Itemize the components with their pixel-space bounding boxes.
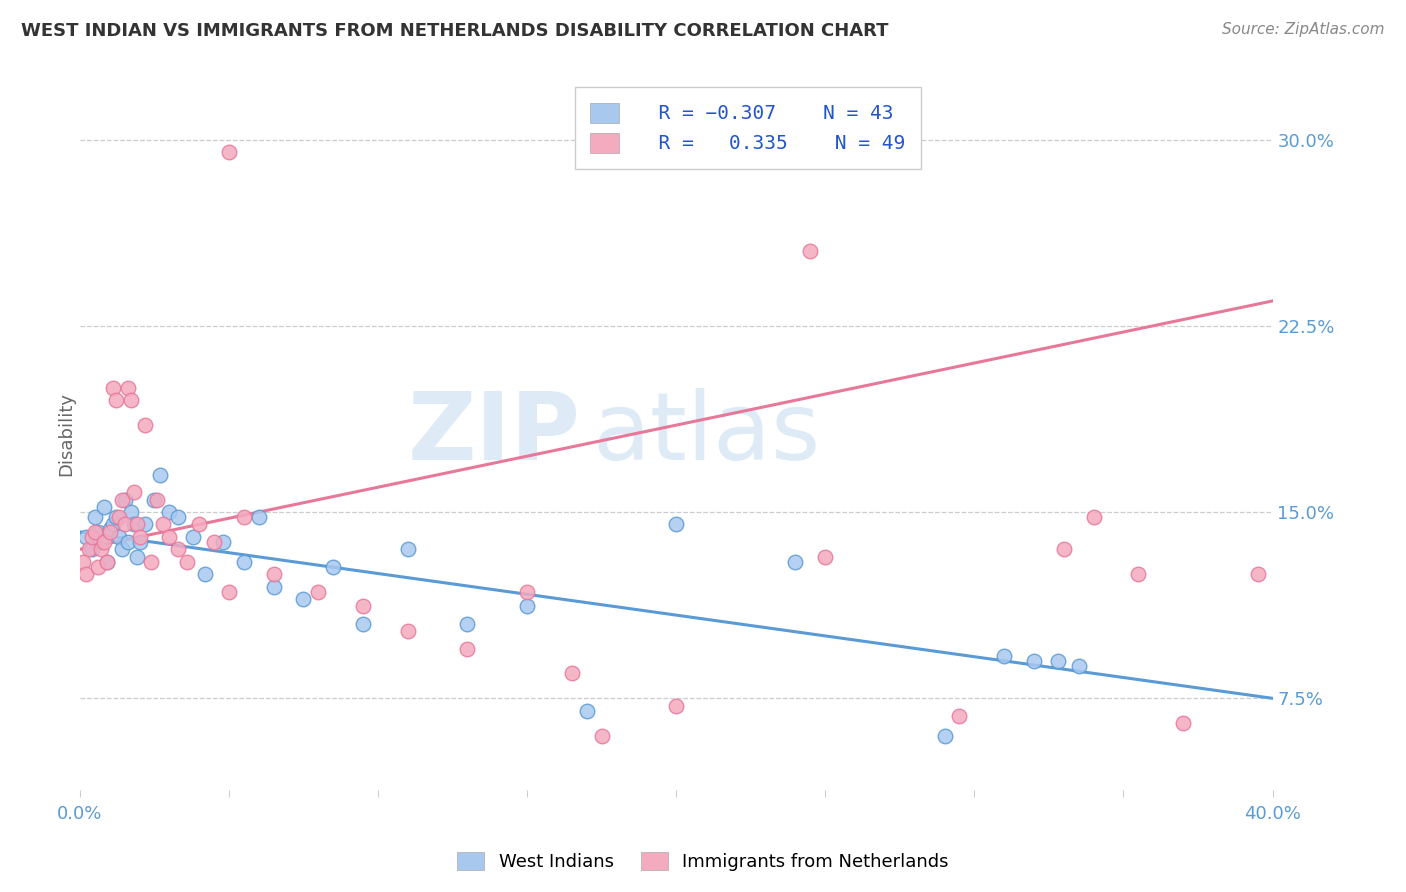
Point bbox=[1128, 567, 1150, 582]
Point bbox=[993, 649, 1015, 664]
Text: ZIP: ZIP bbox=[408, 388, 581, 480]
Point bbox=[149, 467, 172, 482]
Point bbox=[247, 510, 270, 524]
Point bbox=[117, 381, 139, 395]
Point bbox=[98, 523, 121, 537]
Point bbox=[134, 418, 156, 433]
Point bbox=[101, 381, 124, 395]
Point bbox=[117, 534, 139, 549]
Point bbox=[785, 555, 807, 569]
Point bbox=[110, 542, 132, 557]
Point bbox=[456, 641, 478, 656]
Point bbox=[152, 517, 174, 532]
Point bbox=[104, 510, 127, 524]
Point bbox=[98, 524, 121, 539]
Point bbox=[157, 530, 180, 544]
Point bbox=[516, 599, 538, 614]
Point bbox=[87, 524, 110, 539]
Point bbox=[665, 698, 688, 713]
Point bbox=[307, 584, 329, 599]
Point bbox=[934, 729, 956, 743]
Point bbox=[83, 524, 105, 539]
Point bbox=[218, 584, 240, 599]
Point bbox=[120, 393, 142, 408]
Point bbox=[212, 534, 235, 549]
Point bbox=[80, 542, 103, 557]
Point bbox=[122, 485, 145, 500]
Point bbox=[125, 517, 148, 532]
Point bbox=[1022, 654, 1045, 668]
Point bbox=[1171, 716, 1194, 731]
Point bbox=[591, 729, 613, 743]
Point bbox=[96, 555, 118, 569]
Point bbox=[665, 517, 688, 532]
Point bbox=[114, 492, 136, 507]
Point bbox=[107, 510, 129, 524]
Point bbox=[134, 517, 156, 532]
Point bbox=[122, 517, 145, 532]
Point bbox=[120, 505, 142, 519]
Point bbox=[93, 534, 115, 549]
Point bbox=[104, 393, 127, 408]
Point bbox=[948, 708, 970, 723]
Point bbox=[167, 510, 190, 524]
Point bbox=[90, 534, 112, 549]
Point bbox=[575, 704, 598, 718]
Point bbox=[352, 616, 374, 631]
Point bbox=[516, 584, 538, 599]
Point bbox=[1067, 659, 1090, 673]
Point bbox=[83, 510, 105, 524]
Point bbox=[181, 530, 204, 544]
Point bbox=[292, 591, 315, 606]
Legend: West Indians, Immigrants from Netherlands: West Indians, Immigrants from Netherland… bbox=[450, 845, 956, 879]
Point bbox=[143, 492, 166, 507]
Point bbox=[157, 505, 180, 519]
Point bbox=[96, 555, 118, 569]
Point bbox=[141, 555, 163, 569]
Point bbox=[146, 492, 169, 507]
Point bbox=[188, 517, 211, 532]
Point bbox=[232, 555, 254, 569]
Point bbox=[799, 244, 821, 259]
Point bbox=[80, 530, 103, 544]
Point bbox=[72, 555, 94, 569]
Point bbox=[1046, 654, 1069, 668]
Point bbox=[1083, 510, 1105, 524]
Point bbox=[1053, 542, 1076, 557]
Point bbox=[75, 530, 97, 544]
Point bbox=[176, 555, 198, 569]
Legend:   R = −0.307    N = 43,   R =   0.335    N = 49: R = −0.307 N = 43, R = 0.335 N = 49 bbox=[575, 87, 921, 169]
Point bbox=[1246, 567, 1268, 582]
Point bbox=[167, 542, 190, 557]
Text: WEST INDIAN VS IMMIGRANTS FROM NETHERLANDS DISABILITY CORRELATION CHART: WEST INDIAN VS IMMIGRANTS FROM NETHERLAN… bbox=[21, 22, 889, 40]
Point bbox=[110, 492, 132, 507]
Point bbox=[322, 559, 344, 574]
Point bbox=[128, 534, 150, 549]
Point bbox=[77, 542, 100, 557]
Point bbox=[814, 549, 837, 564]
Point bbox=[125, 549, 148, 564]
Point bbox=[456, 616, 478, 631]
Point bbox=[352, 599, 374, 614]
Y-axis label: Disability: Disability bbox=[58, 392, 76, 475]
Point bbox=[114, 517, 136, 532]
Point bbox=[128, 530, 150, 544]
Point bbox=[75, 567, 97, 582]
Point bbox=[194, 567, 217, 582]
Point bbox=[263, 580, 285, 594]
Point bbox=[232, 510, 254, 524]
Point bbox=[107, 530, 129, 544]
Point bbox=[263, 567, 285, 582]
Point bbox=[396, 624, 419, 639]
Point bbox=[561, 666, 583, 681]
Point bbox=[202, 534, 225, 549]
Point bbox=[90, 542, 112, 557]
Text: Source: ZipAtlas.com: Source: ZipAtlas.com bbox=[1222, 22, 1385, 37]
Point bbox=[101, 517, 124, 532]
Point bbox=[218, 145, 240, 159]
Point bbox=[396, 542, 419, 557]
Text: atlas: atlas bbox=[593, 388, 821, 480]
Point bbox=[93, 500, 115, 514]
Point bbox=[87, 559, 110, 574]
